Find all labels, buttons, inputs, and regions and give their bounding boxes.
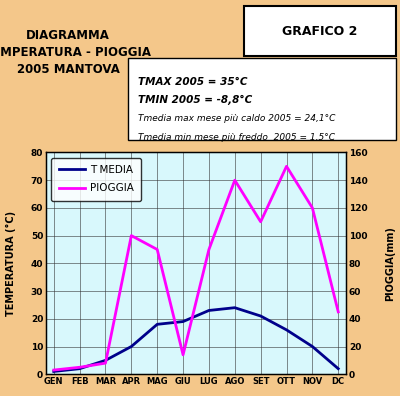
Text: Tmedia max mese più caldo 2005 = 24,1°C: Tmedia max mese più caldo 2005 = 24,1°C	[138, 114, 335, 123]
Y-axis label: PIOGGIA(mm): PIOGGIA(mm)	[385, 226, 395, 301]
FancyBboxPatch shape	[128, 58, 396, 140]
Y-axis label: TEMPERATURA (°C): TEMPERATURA (°C)	[6, 211, 16, 316]
Text: DIAGRAMMA
TEMPERATURA - PIOGGIA
2005 MANTOVA: DIAGRAMMA TEMPERATURA - PIOGGIA 2005 MAN…	[0, 29, 152, 76]
Text: TMIN 2005 = -8,8°C: TMIN 2005 = -8,8°C	[138, 95, 252, 105]
FancyBboxPatch shape	[244, 6, 396, 56]
Text: Tmedia min mese più freddo  2005 = 1,5°C: Tmedia min mese più freddo 2005 = 1,5°C	[138, 133, 335, 142]
Text: TMAX 2005 = 35°C: TMAX 2005 = 35°C	[138, 76, 248, 87]
Text: GRAFICO 2: GRAFICO 2	[282, 25, 358, 38]
Legend: T MEDIA, PIOGGIA: T MEDIA, PIOGGIA	[51, 158, 141, 201]
